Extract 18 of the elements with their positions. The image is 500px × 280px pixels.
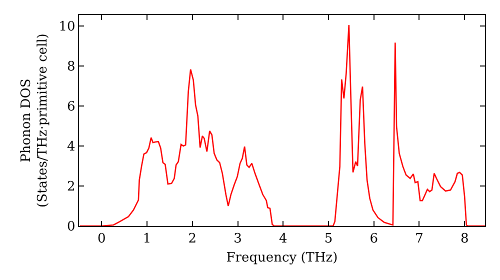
x-tick-label: 7 <box>415 232 424 247</box>
y-axis-title: Phonon DOS (States/THz·primitive cell) <box>18 33 51 208</box>
x-tick-label: 1 <box>142 232 152 247</box>
y-tick-label: 4 <box>67 140 76 155</box>
x-axis-title: Frequency (THz) <box>226 250 338 266</box>
y-tick-label: 10 <box>58 20 76 35</box>
line-series <box>79 24 485 226</box>
x-tick-label: 5 <box>324 232 333 247</box>
y-tick-label: 6 <box>67 100 76 115</box>
y-tick-label: 2 <box>67 180 76 195</box>
x-tick-label: 6 <box>370 232 378 247</box>
y-tick-label: 0 <box>67 220 76 235</box>
x-tick-label: 4 <box>278 232 288 247</box>
x-tick-label: 0 <box>98 232 106 247</box>
y-tick-label: 8 <box>67 60 76 75</box>
x-tick-label: 2 <box>188 232 197 247</box>
x-tick-label: 8 <box>460 232 469 247</box>
x-tick-label: 3 <box>234 232 242 247</box>
